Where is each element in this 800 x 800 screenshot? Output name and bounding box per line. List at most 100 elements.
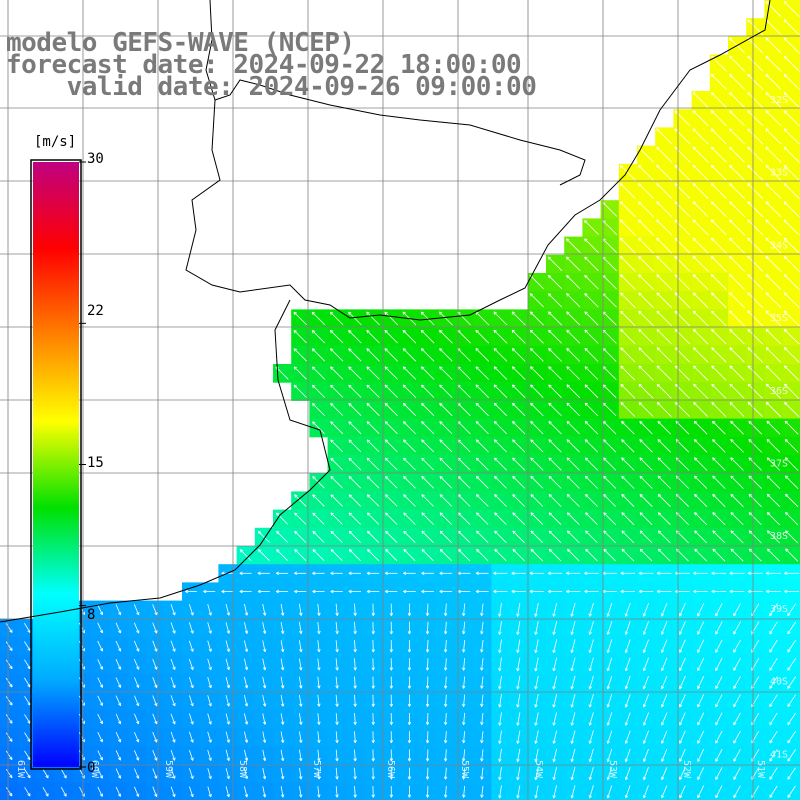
- wind-arrow: [225, 731, 230, 743]
- wind-arrow: [656, 292, 672, 308]
- wind-arrow: [262, 695, 267, 707]
- wind-arrow: [692, 292, 709, 309]
- wind-arrow: [584, 256, 599, 272]
- wind-arrow: [570, 730, 576, 744]
- wind-arrow: [516, 602, 521, 617]
- wind-arrow: [512, 475, 526, 489]
- wind-arrow: [385, 589, 398, 594]
- wind-arrow: [207, 713, 212, 725]
- wind-arrow: [389, 621, 394, 635]
- wind-arrow: [443, 676, 448, 689]
- wind-arrow: [783, 73, 800, 90]
- wind-arrow: [421, 530, 434, 543]
- wind-arrow: [188, 658, 194, 670]
- wind-arrow: [747, 365, 763, 381]
- wind-arrow: [152, 622, 158, 634]
- wind-arrow: [787, 621, 797, 635]
- wind-arrow: [335, 749, 339, 762]
- wind-arrow: [657, 420, 671, 435]
- wind-arrow: [552, 694, 558, 708]
- wind-arrow: [353, 767, 357, 780]
- wind-arrow: [97, 622, 103, 634]
- wind-arrow: [493, 571, 508, 576]
- wind-arrow: [733, 767, 741, 780]
- wind-arrow: [733, 621, 741, 635]
- wind-arrow: [475, 366, 489, 380]
- wind-arrow: [257, 549, 270, 561]
- wind-arrow: [299, 713, 303, 725]
- wind-arrow: [694, 475, 708, 489]
- wind-arrow: [621, 475, 635, 489]
- wind-arrow: [170, 749, 176, 761]
- wind-arrow: [548, 329, 562, 344]
- wind-arrow: [317, 731, 321, 744]
- wind-arrow: [619, 183, 636, 199]
- wind-arrow: [784, 383, 800, 399]
- wind-arrow: [493, 384, 508, 398]
- wind-arrow: [769, 657, 778, 671]
- wind-arrow: [638, 329, 654, 345]
- wind-arrow: [787, 639, 797, 653]
- wind-arrow: [785, 548, 799, 562]
- wind-arrow: [312, 571, 325, 576]
- wind-arrow: [674, 255, 691, 272]
- wind-arrow: [366, 329, 380, 344]
- wind-arrow: [660, 603, 668, 617]
- wind-arrow: [552, 675, 558, 690]
- wind-arrow: [389, 658, 394, 671]
- wind-arrow: [330, 530, 343, 543]
- wind-arrow: [769, 712, 778, 726]
- wind-arrow: [747, 292, 764, 309]
- wind-arrow: [293, 330, 307, 344]
- wind-arrow: [498, 639, 502, 654]
- wind-arrow: [679, 767, 686, 781]
- wind-arrow: [606, 694, 613, 708]
- wind-arrow: [674, 146, 691, 163]
- wind-arrow: [787, 749, 796, 762]
- wind-arrow: [694, 548, 707, 562]
- wind-arrow: [733, 657, 741, 671]
- wind-arrow: [606, 621, 613, 635]
- wind-arrow: [480, 639, 484, 653]
- wind-cell: [72, 782, 92, 800]
- wind-arrow: [639, 512, 653, 526]
- wind-arrow: [439, 402, 453, 417]
- wind-arrow: [710, 164, 727, 181]
- wind-arrow: [512, 457, 526, 471]
- wind-arrow: [244, 786, 249, 798]
- wind-arrow: [407, 785, 412, 798]
- wind-arrow: [348, 549, 361, 562]
- wind-arrow: [766, 439, 781, 453]
- wind-arrow: [403, 530, 416, 543]
- wind-arrow: [620, 383, 636, 399]
- wind-arrow: [765, 274, 782, 290]
- wind-arrow: [367, 530, 380, 543]
- wind-arrow: [603, 512, 617, 526]
- wind-arrow: [747, 255, 764, 272]
- wind-arrow: [385, 549, 398, 562]
- wind-arrow: [679, 603, 686, 617]
- wind-arrow: [299, 658, 303, 671]
- wind-arrow: [498, 785, 502, 799]
- lat-label: 33S: [770, 168, 788, 179]
- wind-arrow: [371, 713, 375, 725]
- wind-arrow: [421, 402, 435, 416]
- wind-arrow: [480, 658, 484, 671]
- wind-arrow: [348, 494, 361, 507]
- wind-arrow: [729, 92, 745, 108]
- wind-arrow: [244, 731, 249, 743]
- wind-arrow: [765, 128, 782, 145]
- wind-arrow: [710, 237, 727, 254]
- wind-arrow: [657, 512, 671, 526]
- wind-arrow: [657, 475, 671, 489]
- lon-label: 57W: [311, 760, 322, 779]
- wind-arrow: [312, 512, 325, 525]
- wind-arrow: [462, 603, 466, 617]
- wind-arrow: [311, 348, 326, 362]
- wind-arrow: [710, 73, 727, 90]
- wind-arrow: [715, 712, 723, 726]
- lon-label: 56W: [385, 760, 396, 779]
- wind-arrow: [133, 640, 140, 652]
- wind-arrow: [475, 421, 489, 435]
